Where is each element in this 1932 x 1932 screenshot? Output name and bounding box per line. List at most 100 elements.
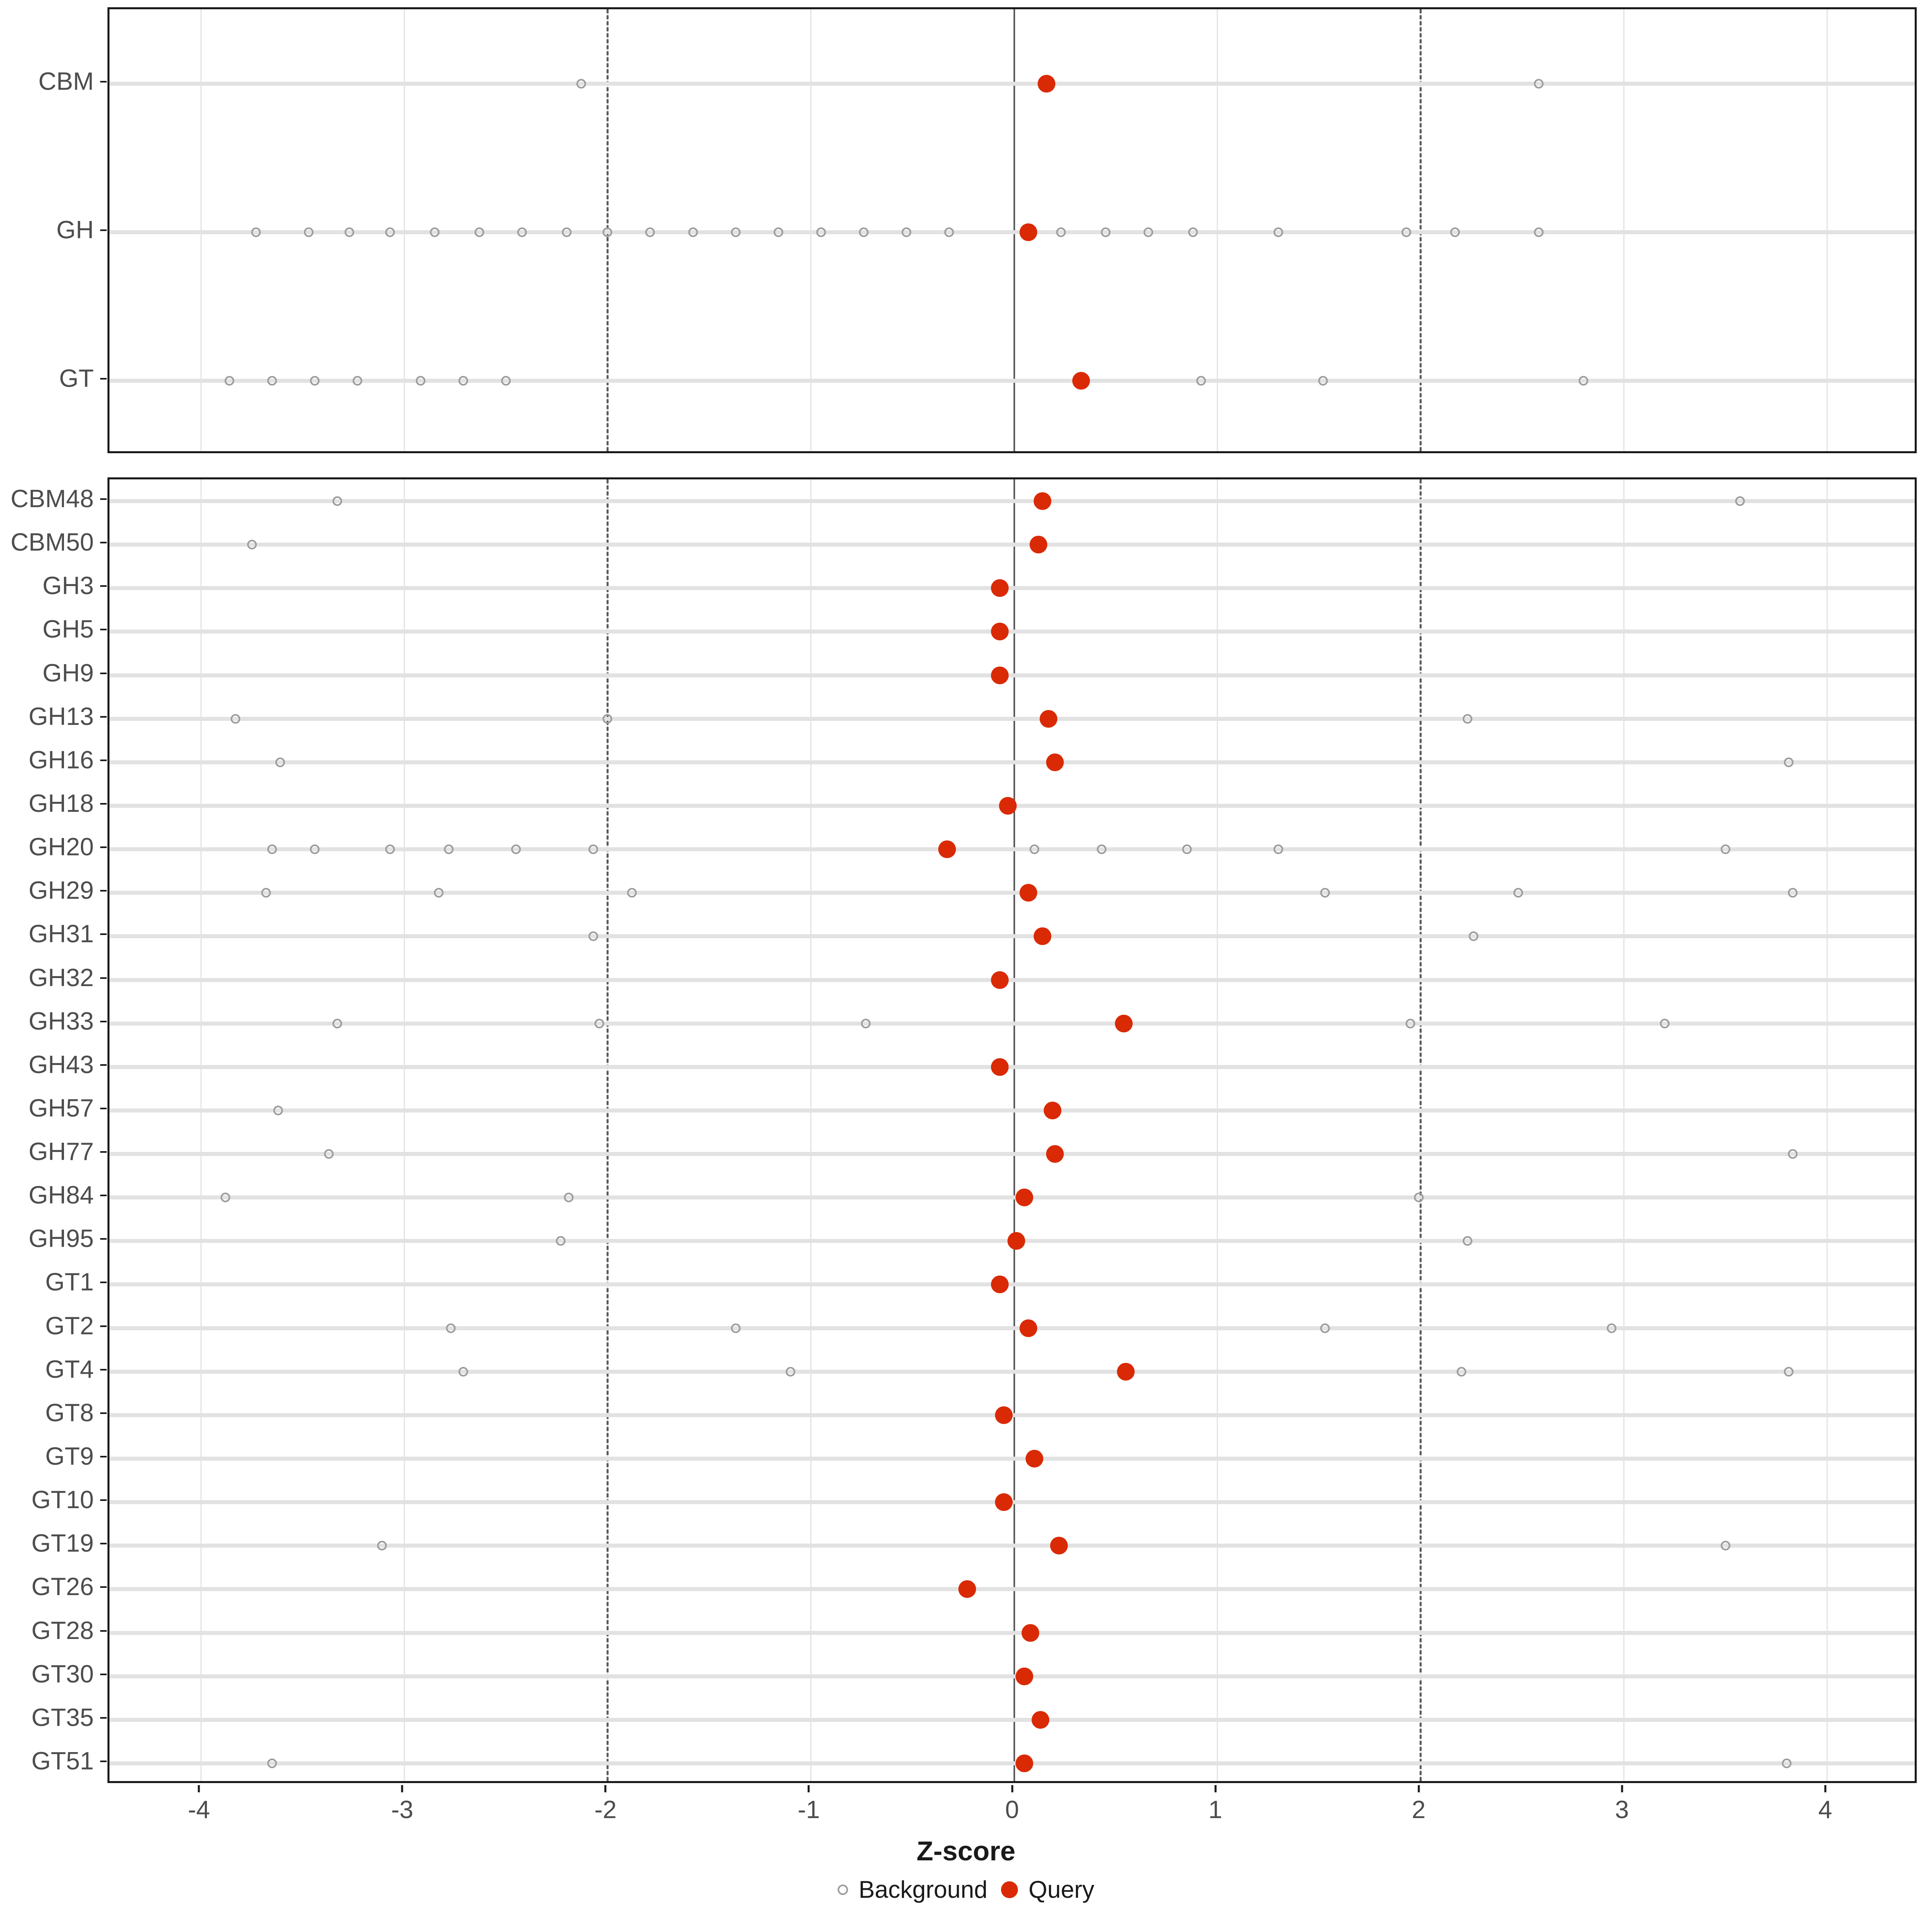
background-point[interactable]	[273, 1105, 283, 1115]
query-point[interactable]	[1072, 372, 1090, 390]
background-point[interactable]	[556, 1236, 566, 1246]
background-point[interactable]	[1318, 376, 1328, 386]
background-point[interactable]	[475, 227, 485, 237]
background-point[interactable]	[430, 227, 440, 237]
background-point[interactable]	[324, 1149, 334, 1159]
background-point[interactable]	[603, 227, 613, 237]
background-point[interactable]	[1030, 844, 1039, 855]
query-point[interactable]	[958, 1580, 976, 1598]
background-point[interactable]	[1783, 1366, 1794, 1377]
query-point[interactable]	[995, 1493, 1013, 1511]
query-point[interactable]	[1046, 1145, 1064, 1163]
query-point[interactable]	[1115, 1014, 1133, 1032]
background-point[interactable]	[627, 888, 637, 898]
background-point[interactable]	[458, 376, 468, 386]
background-point[interactable]	[220, 1193, 230, 1203]
background-point[interactable]	[564, 1193, 574, 1203]
query-point[interactable]	[1021, 1624, 1039, 1642]
query-point[interactable]	[1015, 1667, 1033, 1685]
background-point[interactable]	[1456, 1366, 1466, 1377]
background-point[interactable]	[1450, 227, 1460, 237]
background-point[interactable]	[731, 227, 741, 237]
background-point[interactable]	[1578, 376, 1588, 386]
background-point[interactable]	[1320, 1323, 1330, 1333]
background-point[interactable]	[353, 376, 363, 386]
query-point[interactable]	[1044, 1101, 1062, 1119]
background-point[interactable]	[517, 227, 527, 237]
background-point[interactable]	[1402, 227, 1412, 237]
background-point[interactable]	[1196, 376, 1206, 386]
background-point[interactable]	[1414, 1193, 1424, 1203]
query-point[interactable]	[1019, 223, 1037, 241]
background-point[interactable]	[446, 1323, 456, 1333]
background-point[interactable]	[385, 227, 395, 237]
background-point[interactable]	[688, 227, 698, 237]
query-point[interactable]	[1007, 1232, 1025, 1250]
query-point[interactable]	[1040, 710, 1058, 728]
background-point[interactable]	[247, 540, 257, 550]
query-point[interactable]	[938, 840, 956, 859]
background-point[interactable]	[562, 227, 572, 237]
background-point[interactable]	[1096, 844, 1106, 855]
background-point[interactable]	[385, 844, 395, 855]
query-point[interactable]	[995, 1406, 1013, 1424]
background-point[interactable]	[224, 376, 234, 386]
background-point[interactable]	[1783, 757, 1794, 767]
background-point[interactable]	[310, 376, 320, 386]
background-point[interactable]	[1513, 888, 1523, 898]
background-point[interactable]	[415, 376, 425, 386]
background-point[interactable]	[773, 227, 783, 237]
query-point[interactable]	[1026, 1450, 1043, 1468]
background-point[interactable]	[1788, 1149, 1798, 1159]
background-point[interactable]	[1406, 1018, 1416, 1028]
query-point[interactable]	[1034, 492, 1052, 510]
background-point[interactable]	[1100, 227, 1110, 237]
background-point[interactable]	[1607, 1323, 1617, 1333]
background-point[interactable]	[1056, 227, 1066, 237]
background-point[interactable]	[1721, 1541, 1731, 1551]
query-point[interactable]	[1038, 74, 1056, 93]
query-point[interactable]	[1015, 1189, 1033, 1207]
background-point[interactable]	[267, 376, 277, 386]
query-point[interactable]	[1015, 1754, 1033, 1772]
background-point[interactable]	[267, 844, 277, 855]
background-point[interactable]	[434, 888, 444, 898]
query-point[interactable]	[1117, 1362, 1135, 1381]
background-point[interactable]	[261, 888, 271, 898]
background-point[interactable]	[645, 227, 655, 237]
query-point[interactable]	[991, 623, 1009, 641]
background-point[interactable]	[785, 1366, 795, 1377]
background-point[interactable]	[1274, 227, 1284, 237]
background-point[interactable]	[861, 1018, 871, 1028]
query-point[interactable]	[1050, 1537, 1068, 1555]
background-point[interactable]	[275, 757, 285, 767]
background-point[interactable]	[576, 78, 586, 89]
background-point[interactable]	[231, 714, 241, 724]
background-point[interactable]	[458, 1366, 468, 1377]
query-point[interactable]	[991, 971, 1009, 989]
background-point[interactable]	[1534, 78, 1544, 89]
background-point[interactable]	[344, 227, 354, 237]
query-point[interactable]	[991, 666, 1009, 684]
background-point[interactable]	[501, 376, 511, 386]
background-point[interactable]	[603, 714, 613, 724]
background-point[interactable]	[1721, 844, 1731, 855]
background-point[interactable]	[1143, 227, 1153, 237]
background-point[interactable]	[1188, 227, 1198, 237]
background-point[interactable]	[1182, 844, 1192, 855]
background-point[interactable]	[1781, 1758, 1792, 1768]
background-point[interactable]	[377, 1541, 387, 1551]
query-point[interactable]	[991, 579, 1009, 597]
background-point[interactable]	[1468, 931, 1478, 941]
background-point[interactable]	[1788, 888, 1798, 898]
background-point[interactable]	[859, 227, 869, 237]
query-point[interactable]	[991, 1276, 1009, 1294]
background-point[interactable]	[1274, 844, 1284, 855]
background-point[interactable]	[1660, 1018, 1670, 1028]
background-point[interactable]	[901, 227, 911, 237]
background-point[interactable]	[1462, 714, 1472, 724]
background-point[interactable]	[594, 1018, 605, 1028]
query-point[interactable]	[1032, 1711, 1050, 1729]
query-point[interactable]	[1034, 927, 1052, 945]
background-point[interactable]	[511, 844, 521, 855]
